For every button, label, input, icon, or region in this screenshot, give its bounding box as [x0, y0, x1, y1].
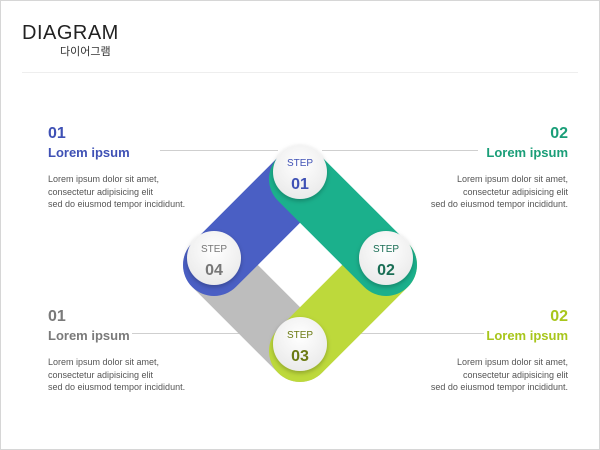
- leader-line-top-left: [160, 150, 278, 151]
- info-line: consectetur adipisicing elit: [48, 369, 154, 380]
- leader-line-top-right: [322, 150, 478, 151]
- info-block-bottom-left: 01 Lorem ipsum Lorem ipsum dolor sit ame…: [48, 308, 218, 394]
- info-block-heading: Lorem ipsum: [48, 328, 130, 343]
- step-01: STEP 01: [273, 145, 327, 199]
- info-line: sed do eiusmod tempor incididunt.: [430, 382, 568, 392]
- info-block-body: Lorem ipsum dolor sit amet, consectetur …: [398, 356, 568, 394]
- info-block-number: 02: [550, 125, 568, 142]
- step-02-label: STEP: [373, 244, 399, 255]
- header-divider: [22, 72, 578, 73]
- info-line: sed do eiusmod tempor incididunt.: [48, 382, 186, 392]
- info-line: consectetur adipisicing elit: [462, 369, 568, 380]
- leader-line-bottom-left: [132, 333, 282, 334]
- leader-line-bottom-right: [328, 333, 484, 334]
- info-block-bottom-right: 02 Lorem ipsum Lorem ipsum dolor sit ame…: [398, 308, 568, 394]
- info-block-heading: Lorem ipsum: [486, 145, 568, 160]
- info-block-body: Lorem ipsum dolor sit amet, consectetur …: [48, 173, 218, 211]
- step-03-number: 03: [291, 348, 309, 365]
- page-subtitle: 다이어그램: [60, 45, 111, 58]
- info-block-body: Lorem ipsum dolor sit amet, consectetur …: [398, 173, 568, 211]
- info-block-number: 02: [550, 308, 568, 325]
- step-04-label: STEP: [201, 244, 227, 255]
- step-03: STEP 03: [273, 317, 327, 371]
- step-01-number: 01: [291, 176, 309, 193]
- info-line: Lorem ipsum dolor sit amet,: [48, 174, 160, 184]
- info-block-top-left: 01 Lorem ipsum Lorem ipsum dolor sit ame…: [48, 125, 218, 211]
- info-block-number: 01: [48, 308, 66, 325]
- step-01-label: STEP: [287, 158, 313, 169]
- info-block-heading: Lorem ipsum: [486, 328, 568, 343]
- info-line: consectetur adipisicing elit: [48, 186, 154, 197]
- info-line: Lorem ipsum dolor sit amet,: [48, 357, 160, 367]
- step-02: STEP 02: [359, 231, 413, 285]
- step-04: STEP 04: [187, 231, 241, 285]
- info-block-heading: Lorem ipsum: [48, 145, 130, 160]
- info-block-number: 01: [48, 125, 66, 142]
- info-block-body: Lorem ipsum dolor sit amet, consectetur …: [48, 356, 218, 394]
- info-block-top-right: 02 Lorem ipsum Lorem ipsum dolor sit ame…: [398, 125, 568, 211]
- info-line: consectetur adipisicing elit: [462, 186, 568, 197]
- info-line: sed do eiusmod tempor incididunt.: [430, 199, 568, 209]
- info-line: Lorem ipsum dolor sit amet,: [456, 174, 568, 184]
- info-line: sed do eiusmod tempor incididunt.: [48, 199, 186, 209]
- step-03-label: STEP: [287, 330, 313, 341]
- step-02-number: 02: [377, 262, 395, 279]
- step-04-number: 04: [205, 262, 223, 279]
- info-line: Lorem ipsum dolor sit amet,: [456, 357, 568, 367]
- page-title: DIAGRAM: [22, 22, 119, 44]
